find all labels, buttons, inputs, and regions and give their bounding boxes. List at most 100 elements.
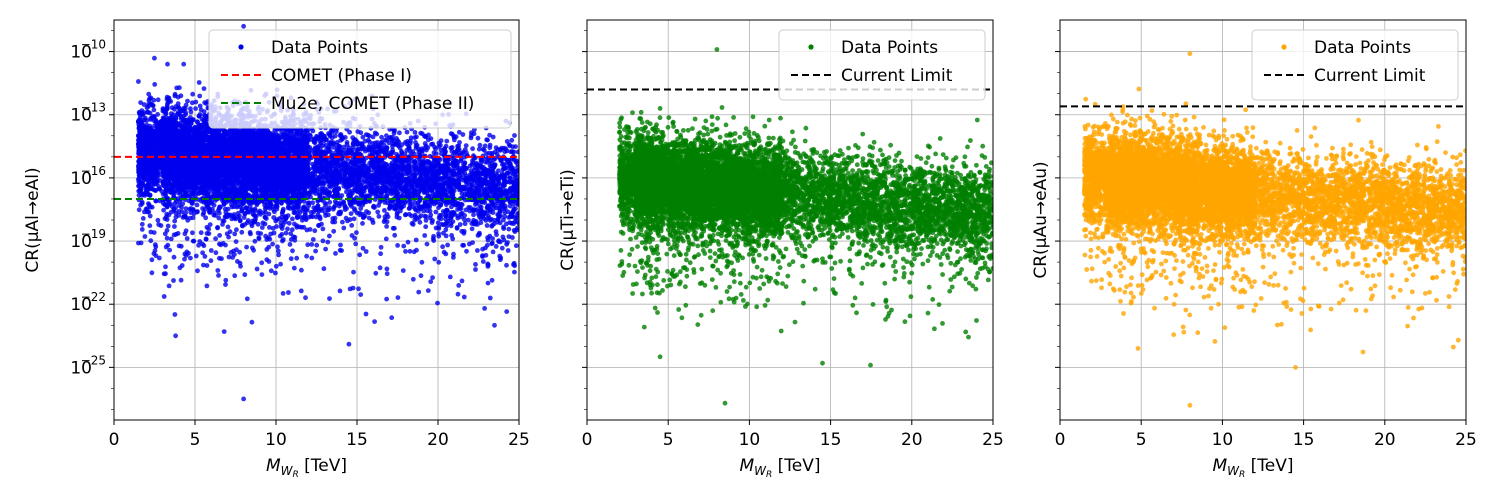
data-point [275,244,280,250]
data-point [237,260,243,266]
data-point [136,207,142,213]
data-point [378,244,384,250]
data-point [392,232,398,238]
data-point [436,259,442,265]
data-point [337,288,343,294]
data-point [164,235,170,241]
data-point [492,322,497,328]
data-point [348,211,354,217]
data-point [173,214,179,220]
data-point [155,97,161,103]
data-point [424,241,430,247]
data-point [357,252,363,258]
data-point [471,212,476,218]
data-point [242,272,248,278]
data-point [461,294,467,300]
data-point [182,256,187,262]
data-point [487,295,493,301]
data-point [188,255,193,261]
data-point [459,278,465,284]
data-point [462,161,468,166]
data-point [320,238,326,244]
data-point [356,286,361,292]
data-point [412,200,418,205]
data-point [493,244,499,249]
data-point [419,259,425,265]
data-point [341,225,347,231]
data-point [245,218,251,223]
data-point [206,226,212,232]
data-point [270,241,275,247]
data-point [290,216,295,222]
data-point [369,217,375,223]
data-point [445,157,451,163]
data-point [149,270,155,276]
data-point [458,158,464,164]
data-point [320,226,326,232]
data-point [395,295,401,300]
data-point [504,309,510,314]
data-point [484,223,490,228]
data-point [213,250,219,256]
data-point [477,232,482,237]
data-point [363,249,369,254]
data-point [507,203,513,209]
data-point [401,243,407,249]
data-point [382,208,387,213]
data-point [190,238,196,244]
data-point [416,289,422,295]
data-point [151,251,157,256]
data-point [204,283,210,289]
data-point [354,230,359,236]
data-point [268,268,274,274]
data-point [153,198,159,204]
data-point [485,264,491,269]
data-point [413,143,419,149]
data-point [384,271,390,277]
data-point [288,256,294,262]
data-point [178,277,184,283]
data-point [443,227,449,233]
data-point [351,216,357,222]
data-point [146,91,152,97]
panel-1: 0 5 10 15 20 2510−1010−1310−1610−1910−2210−25… [23,19,530,480]
data-point [383,236,389,242]
data-point [413,237,419,243]
data-point [490,249,496,255]
data-point [156,255,162,261]
data-point [136,79,141,84]
data-point [291,265,297,271]
data-point [463,143,469,149]
data-point [389,315,395,321]
data-point [309,242,315,247]
data-point [464,248,469,254]
data-point [164,195,170,201]
data-point [249,319,255,325]
data-point [497,220,503,226]
data-point [182,231,188,237]
data-point [177,85,182,91]
data-point [193,106,199,111]
data-point [259,260,265,266]
data-point [147,223,153,229]
data-point [237,213,242,219]
data-point [501,161,507,167]
data-point [384,296,389,302]
data-point [499,245,505,251]
data-point [299,267,304,273]
data-point [403,212,409,217]
data-point [377,265,383,271]
data-point [201,86,207,91]
data-point [168,236,174,242]
data-point [459,210,465,216]
data-point [435,300,440,306]
data-point [501,217,506,223]
data-point [162,216,168,222]
data-point [252,238,258,244]
data-point [267,225,272,230]
data-point [333,251,338,256]
data-point [505,248,511,253]
data-point [193,253,199,259]
data-point [456,283,462,288]
data-point [290,248,295,254]
